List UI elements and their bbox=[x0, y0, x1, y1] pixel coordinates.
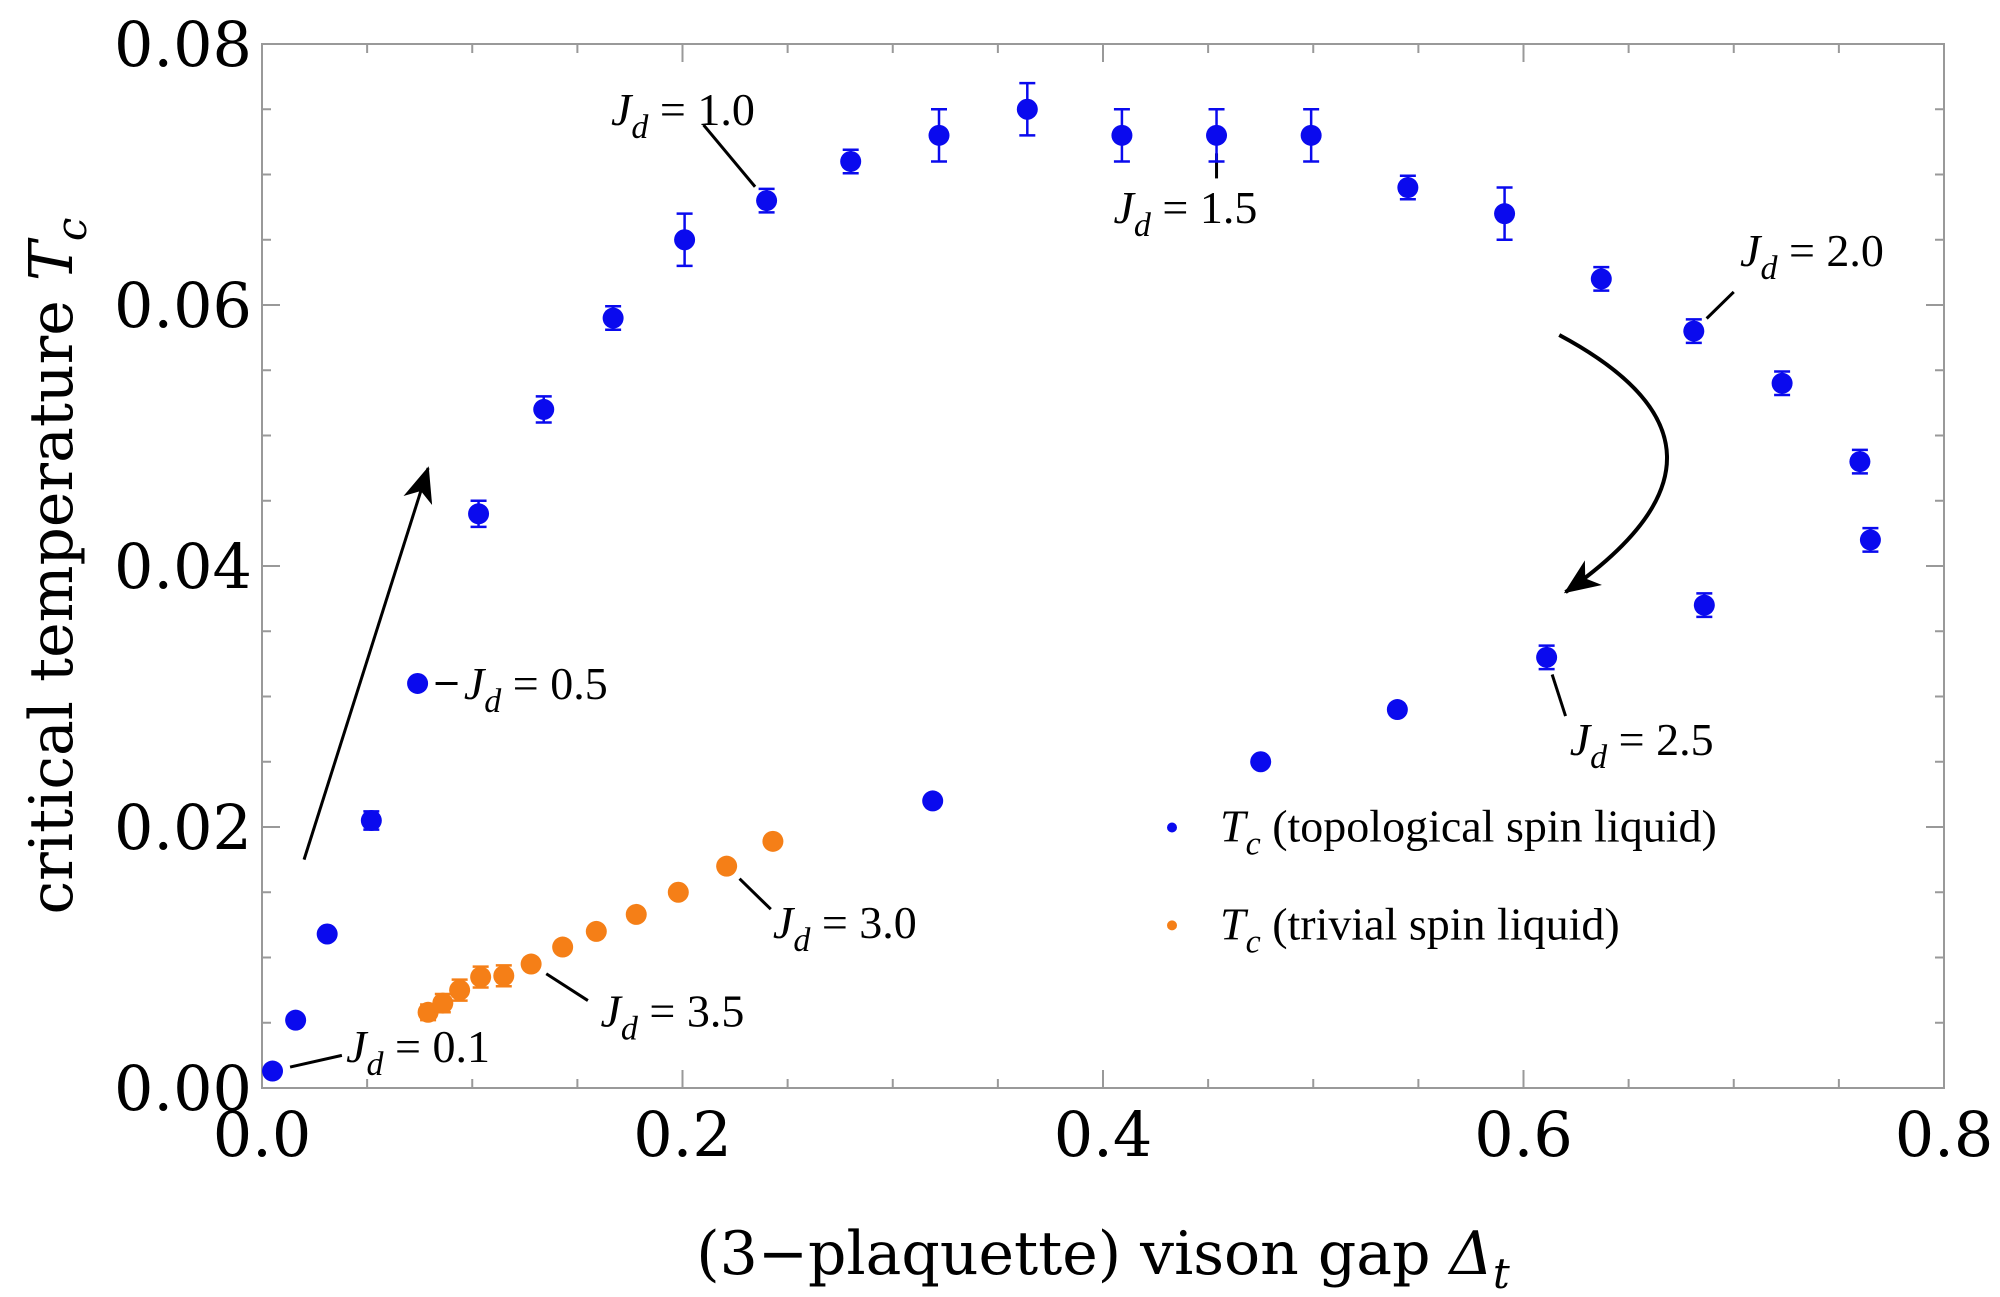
x-axis-ticks: 0.0 0.2 0.4 0.6 0.8 bbox=[213, 44, 1994, 1171]
data-point bbox=[468, 503, 490, 525]
annotation-jd-2-0: Jd = 2.0 bbox=[1740, 225, 1884, 287]
legend-entry: Tc (trivial spin liquid) bbox=[1220, 898, 1620, 960]
arrow-curved bbox=[1558, 333, 1669, 594]
data-point bbox=[922, 790, 944, 812]
data-point bbox=[1111, 124, 1133, 146]
x-tick-label: 0.4 bbox=[1054, 1098, 1153, 1171]
data-point bbox=[520, 953, 542, 975]
data-point bbox=[585, 920, 607, 942]
data-point bbox=[262, 1060, 284, 1082]
y-tick-label: 0.08 bbox=[114, 8, 252, 81]
legend: Tc (topological spin liquid) Tc (trivial … bbox=[1167, 801, 1717, 960]
trend-arrows bbox=[302, 333, 1669, 861]
data-point bbox=[674, 229, 696, 251]
y-tick-label: 0.02 bbox=[114, 791, 252, 864]
data-point bbox=[470, 966, 492, 988]
series-0 bbox=[262, 81, 1881, 1082]
data-point bbox=[1494, 203, 1516, 225]
y-axis-title: critical temperature Tc bbox=[17, 218, 96, 915]
data-point bbox=[928, 124, 950, 146]
data-series bbox=[262, 81, 1881, 1082]
data-point bbox=[625, 903, 647, 925]
legend-entry: Tc (topological spin liquid) bbox=[1220, 801, 1717, 863]
x-tick-label: 0.6 bbox=[1474, 1098, 1573, 1171]
data-point bbox=[1859, 529, 1881, 551]
leader-line bbox=[1550, 674, 1567, 717]
data-point bbox=[840, 150, 862, 172]
legend-marker bbox=[1167, 822, 1177, 833]
annotations: Jd = 0.1 Jd = 0.5 Jd = 1.0 Jd = 1.5 Jd = 2.0… bbox=[346, 84, 1884, 1083]
data-point bbox=[1590, 268, 1612, 290]
y-tick-label: 0.00 bbox=[114, 1052, 252, 1125]
data-point bbox=[762, 830, 784, 852]
annotation-jd-0-5: Jd = 0.5 bbox=[464, 658, 608, 720]
data-point bbox=[1386, 699, 1408, 721]
data-point bbox=[1250, 751, 1272, 773]
data-point bbox=[1536, 646, 1558, 668]
data-point bbox=[602, 307, 624, 329]
annotation-leader-lines bbox=[289, 123, 1735, 1069]
arrow-increasing bbox=[302, 466, 433, 861]
plot-frame bbox=[261, 43, 1945, 1089]
data-point bbox=[1300, 124, 1322, 146]
annotation-jd-1-0: Jd = 1.0 bbox=[611, 84, 755, 146]
x-tick-label: 0.8 bbox=[1895, 1098, 1994, 1171]
x-tick-label: 0.2 bbox=[633, 1098, 732, 1171]
data-point bbox=[285, 1009, 307, 1031]
annotation-jd-3-0: Jd = 3.0 bbox=[773, 897, 917, 959]
data-point bbox=[1206, 124, 1228, 146]
data-point bbox=[716, 855, 738, 877]
data-point bbox=[1771, 372, 1793, 394]
y-axis-ticks: 0.00 0.02 0.04 0.06 0.08 bbox=[114, 8, 1944, 1125]
data-point bbox=[1016, 98, 1038, 120]
data-point bbox=[552, 936, 574, 958]
data-point bbox=[667, 881, 689, 903]
annotation-jd-0-1: Jd = 0.1 bbox=[346, 1021, 490, 1083]
data-point bbox=[1693, 594, 1715, 616]
y-tick-label: 0.06 bbox=[114, 269, 252, 342]
data-point bbox=[1683, 320, 1705, 342]
data-point bbox=[1849, 451, 1871, 473]
data-point bbox=[493, 965, 515, 987]
annotation-jd-1-5: Jd = 1.5 bbox=[1114, 182, 1258, 244]
y-tick-label: 0.04 bbox=[114, 530, 252, 603]
leader-line bbox=[702, 123, 757, 188]
data-point bbox=[432, 992, 454, 1014]
data-point bbox=[407, 672, 429, 694]
data-point bbox=[360, 809, 382, 831]
leader-line bbox=[1705, 290, 1735, 320]
data-point bbox=[756, 190, 778, 212]
data-point bbox=[533, 398, 555, 420]
leader-line bbox=[289, 1053, 343, 1069]
data-point bbox=[1397, 177, 1419, 199]
x-tick-label: 0.0 bbox=[213, 1098, 312, 1171]
data-point bbox=[316, 923, 338, 945]
annotation-jd-2-5: Jd = 2.5 bbox=[1570, 714, 1714, 776]
legend-marker bbox=[1167, 920, 1177, 931]
leader-line bbox=[545, 972, 589, 1002]
series-1 bbox=[417, 830, 784, 1023]
leader-line bbox=[738, 877, 772, 911]
x-axis-title: (3−plaquette) vison gap Δt bbox=[696, 1219, 1510, 1297]
data-point bbox=[449, 979, 471, 1001]
annotation-jd-3-5: Jd = 3.5 bbox=[601, 986, 745, 1048]
